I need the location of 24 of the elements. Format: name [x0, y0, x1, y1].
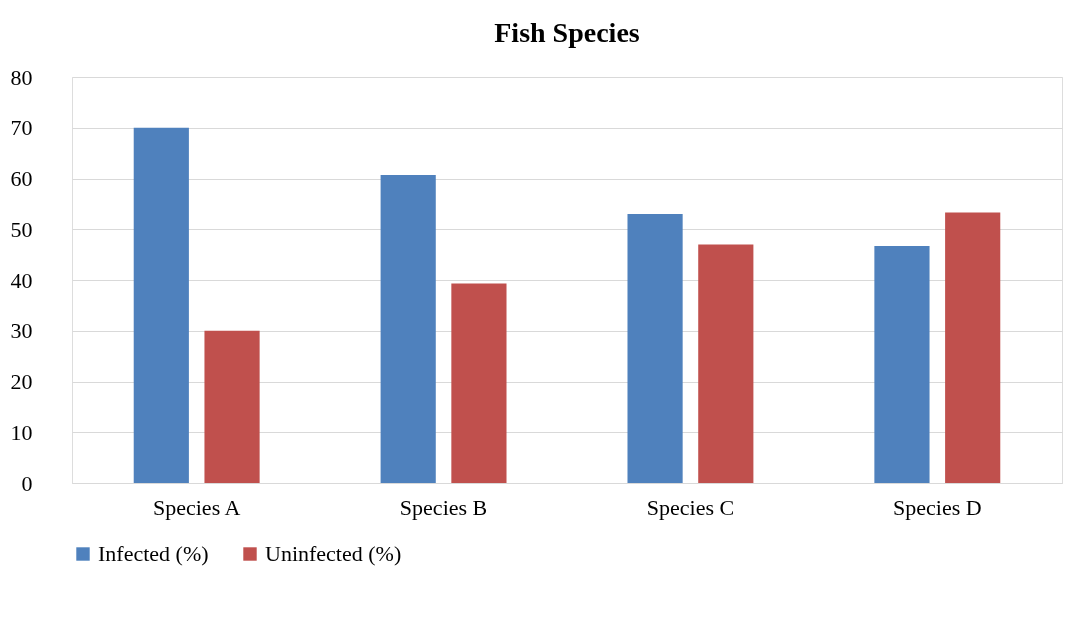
y-tick-label: 30 — [10, 318, 33, 344]
y-tick-label: 50 — [10, 216, 33, 242]
bar — [945, 212, 1001, 483]
bar — [627, 214, 683, 483]
y-tick-label: 20 — [10, 369, 33, 394]
x-tick-label: Species D — [893, 494, 982, 520]
y-tick-label: 10 — [10, 419, 33, 445]
bar — [698, 244, 754, 483]
x-tick-label: Species B — [399, 494, 488, 520]
legend-label: Uninfected (%) — [265, 541, 402, 566]
y-tick-label: 40 — [10, 267, 33, 293]
bar — [874, 246, 930, 483]
y-tick-label: 0 — [21, 470, 33, 496]
bar — [380, 174, 436, 483]
x-tick-label: Species C — [646, 494, 735, 520]
y-tick-label: 80 — [10, 64, 33, 90]
bar — [204, 330, 260, 483]
bar — [451, 283, 507, 483]
x-tick-label: Species A — [152, 494, 241, 520]
legend-label: Infected (%) — [98, 541, 209, 566]
bar — [133, 127, 189, 483]
y-tick-label: 60 — [10, 166, 33, 191]
y-tick-label: 70 — [10, 115, 33, 141]
chart-title: Fish Species — [494, 17, 640, 48]
